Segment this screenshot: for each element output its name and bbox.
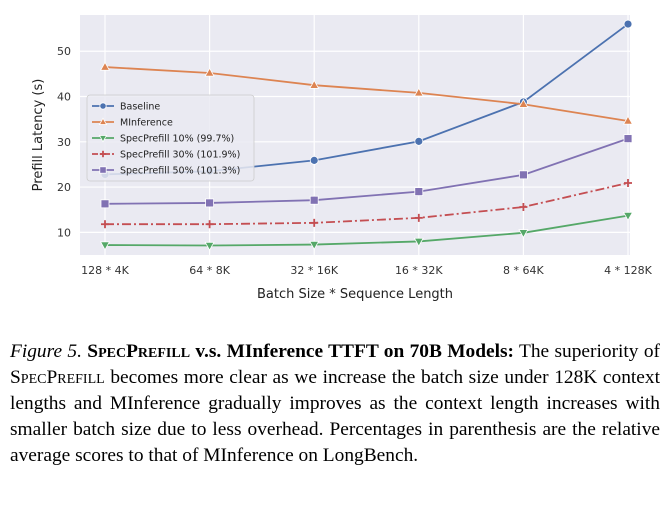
method-name: SpecPrefill	[10, 367, 105, 388]
figure-caption: Figure 5. SpecPrefill v.s. MInference TT…	[10, 339, 660, 469]
data-point	[622, 212, 634, 222]
data-point	[622, 115, 634, 125]
x-tick-label: 4 * 128K	[604, 264, 652, 277]
legend-box	[86, 94, 255, 182]
legend-entry: SpecPrefill 10% (99.7%)	[92, 134, 234, 145]
series-line	[104, 214, 629, 247]
caption-text: v.s. MInference TTFT on 70B Models:	[190, 341, 515, 362]
legend-entry: Baseline	[92, 102, 160, 113]
series-group	[99, 19, 634, 251]
y-tick-label: 40	[57, 91, 71, 104]
series-line	[104, 137, 629, 205]
data-point	[98, 117, 108, 125]
legend-entry: SpecPrefill 30% (101.9%)	[92, 150, 240, 161]
series-5	[100, 134, 633, 209]
data-point	[100, 199, 110, 209]
data-point	[310, 218, 319, 227]
data-point	[414, 213, 423, 222]
data-point	[519, 203, 528, 211]
caption-text: The superiority of	[519, 341, 660, 362]
y-tick-label: 50	[57, 45, 71, 58]
data-point	[205, 198, 215, 208]
x-axis-title: Batch Size * Sequence Length	[257, 287, 453, 302]
data-point	[205, 220, 214, 229]
series-line	[104, 66, 629, 122]
data-point	[413, 87, 424, 97]
data-point	[204, 67, 215, 77]
x-tick-label: 8 * 64K	[503, 264, 544, 277]
data-point	[519, 170, 528, 180]
x-axis-ticks: 128 * 4K 64 * 8K 32 * 16K 16 * 32K 8 * 64K 4 …	[81, 264, 652, 277]
series-2	[99, 61, 634, 125]
data-point	[414, 187, 424, 197]
figure-caption-body: The superiority of SpecPrefill becomes m…	[10, 341, 660, 466]
legend: Baseline MInference SpecPrefill 10% (99.7%…	[86, 94, 255, 182]
data-point	[101, 220, 109, 229]
caption-text: becomes more clear as we increase the ba…	[10, 367, 660, 466]
data-point	[518, 229, 529, 239]
data-point	[99, 241, 111, 251]
data-point	[99, 166, 107, 174]
data-point	[309, 240, 320, 250]
legend-label: SpecPrefill 50% (101.3%)	[120, 166, 240, 177]
figure-title: SpecPrefill v.s. MInference TTFT on 70B …	[87, 341, 514, 362]
legend-label: SpecPrefill 10% (99.7%)	[120, 134, 234, 145]
y-tick-label: 10	[57, 226, 71, 239]
data-point	[309, 155, 319, 165]
data-point	[414, 136, 424, 146]
data-point	[309, 79, 320, 89]
data-point	[624, 179, 632, 187]
y-axis-title: Prefill Latency (s)	[31, 79, 46, 192]
data-point	[98, 135, 108, 143]
legend-entry: SpecPrefill 50% (101.3%)	[92, 166, 240, 177]
series-3	[99, 212, 634, 251]
data-point	[99, 61, 111, 71]
data-point	[204, 241, 215, 251]
legend-label: Baseline	[120, 102, 160, 113]
legend-label: SpecPrefill 30% (101.9%)	[120, 150, 240, 161]
data-point	[413, 237, 424, 247]
method-name: SpecPrefill	[87, 341, 191, 362]
series-line	[105, 182, 629, 226]
data-point	[623, 134, 633, 144]
figure-label: Figure 5.	[10, 341, 82, 362]
series-4	[101, 179, 632, 229]
y-axis-ticks: 10 20 30 40 50	[57, 45, 71, 239]
data-point	[623, 19, 633, 29]
data-point	[99, 150, 107, 158]
y-tick-label: 30	[57, 136, 71, 149]
x-tick-label: 128 * 4K	[81, 264, 129, 277]
line-chart: 10 20 30 40 50 128 * 4K 64 * 8K 32 * 16K 16 * 3…	[31, 15, 653, 302]
x-tick-label: 16 * 32K	[395, 264, 443, 277]
legend-label: MInference	[120, 118, 173, 129]
data-point	[518, 98, 529, 108]
y-tick-label: 20	[57, 181, 71, 194]
data-point	[99, 102, 107, 110]
legend-entry: MInference	[92, 118, 173, 129]
data-point	[309, 195, 319, 205]
x-tick-label: 64 * 8K	[189, 264, 230, 277]
x-tick-label: 32 * 16K	[290, 264, 338, 277]
